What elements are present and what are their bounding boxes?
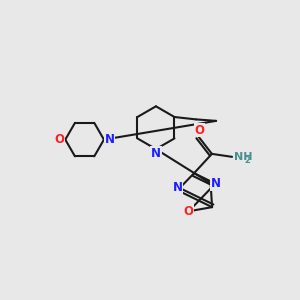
- Text: O: O: [184, 205, 194, 218]
- Text: N: N: [151, 147, 161, 160]
- Text: NH: NH: [234, 152, 252, 162]
- Text: O: O: [194, 124, 204, 136]
- Text: 2: 2: [244, 156, 250, 165]
- Text: O: O: [54, 133, 64, 146]
- Text: N: N: [210, 177, 220, 190]
- Text: N: N: [105, 133, 115, 146]
- Text: N: N: [172, 181, 182, 194]
